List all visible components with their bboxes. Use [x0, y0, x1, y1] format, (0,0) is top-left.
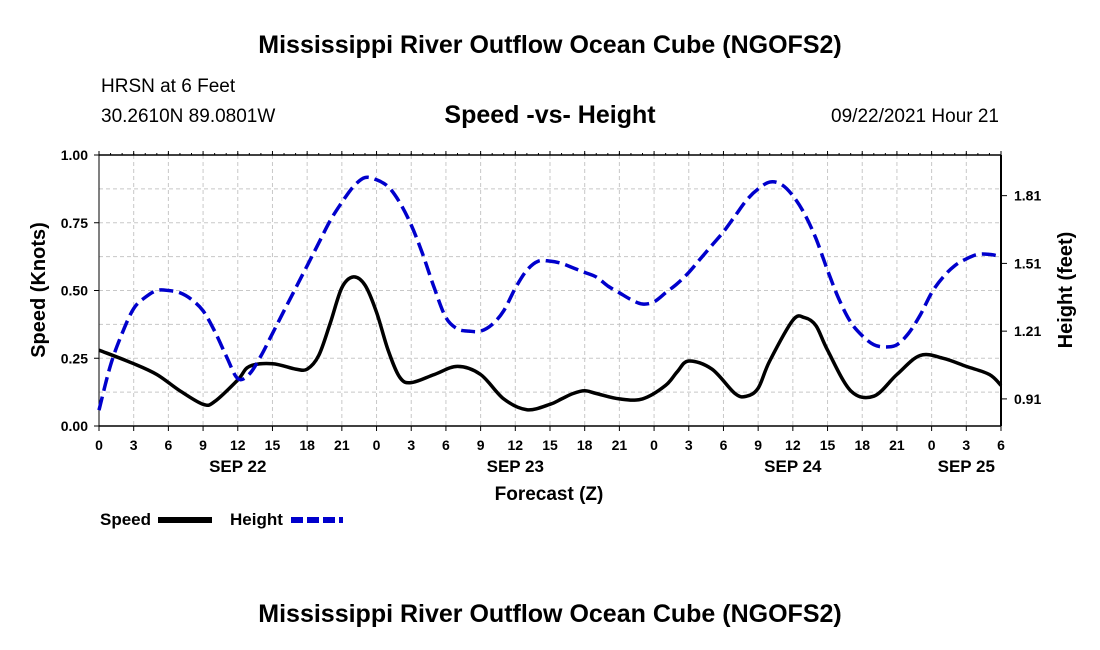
y-tick-label: 0.25	[61, 350, 88, 366]
x-tick-label: 18	[577, 437, 593, 453]
x-tick-label: 15	[542, 437, 558, 453]
x-tick-label: 3	[685, 437, 693, 453]
y-tick-label: 0.00	[61, 418, 88, 434]
x-tick-label: 6	[164, 437, 172, 453]
x-tick-label: 0	[650, 437, 658, 453]
forecast-datetime: 09/22/2021 Hour 21	[831, 106, 999, 127]
x-tick-label: 15	[820, 437, 836, 453]
legend-speed-label: Speed	[100, 510, 151, 529]
x-tick-label: 0	[928, 437, 936, 453]
chart-title: Mississippi River Outflow Ocean Cube (NG…	[258, 31, 842, 59]
x-tick-label: 9	[199, 437, 207, 453]
day-label: SEP 23	[487, 457, 544, 476]
x-tick-label: 6	[997, 437, 1005, 453]
series-line-height	[97, 175, 1002, 411]
series-lines	[97, 175, 1003, 412]
day-label: SEP 22	[209, 457, 266, 476]
day-label: SEP 24	[764, 457, 822, 476]
x-tick-label: 3	[130, 437, 138, 453]
x-tick-label: 0	[373, 437, 381, 453]
x-tick-label: 12	[508, 437, 524, 453]
x-tick-label: 6	[720, 437, 728, 453]
x-tick-label: 21	[889, 437, 905, 453]
y-tick-label: 0.75	[61, 215, 88, 231]
station-coordinates: 30.2610N 89.0801W	[101, 106, 276, 127]
x-tick-label: 18	[299, 437, 315, 453]
axis-ticks: 0 3 6 9 12 15 18 21 0 3 6 9 12 15 18 21 0 3 6 9 12 15 18 21 0 3 6S…	[61, 147, 1042, 476]
footer-title: Mississippi River Outflow Ocean Cube (NG…	[258, 600, 842, 628]
y2-tick-label: 1.21	[1014, 323, 1041, 339]
x-tick-label: 3	[407, 437, 415, 453]
chart-subtitle: Speed -vs- Height	[444, 101, 656, 129]
y-tick-label: 0.50	[61, 283, 88, 299]
x-tick-label: 15	[265, 437, 281, 453]
y-axis-label: Speed (Knots)	[28, 222, 50, 358]
series-line-speed	[98, 275, 1003, 412]
x-axis-label: Forecast (Z)	[495, 484, 604, 505]
day-label: SEP 25	[938, 457, 995, 476]
x-tick-label: 21	[334, 437, 350, 453]
y-tick-label: 1.00	[61, 147, 88, 163]
y2-tick-label: 1.51	[1014, 255, 1041, 271]
legend-height-label: Height	[230, 510, 283, 529]
x-tick-label: 6	[442, 437, 450, 453]
x-tick-label: 3	[962, 437, 970, 453]
x-tick-label: 12	[785, 437, 801, 453]
x-tick-label: 9	[477, 437, 485, 453]
x-tick-label: 21	[612, 437, 628, 453]
y2-tick-label: 0.91	[1014, 391, 1041, 407]
x-tick-label: 0	[95, 437, 103, 453]
y2-tick-label: 1.81	[1014, 188, 1041, 204]
legend: Speed Height	[100, 510, 343, 529]
station-label: HRSN at 6 Feet	[101, 76, 236, 97]
y2-axis-label: Height (feet)	[1055, 232, 1077, 349]
x-tick-label: 12	[230, 437, 246, 453]
x-tick-label: 18	[854, 437, 870, 453]
x-tick-label: 9	[754, 437, 762, 453]
